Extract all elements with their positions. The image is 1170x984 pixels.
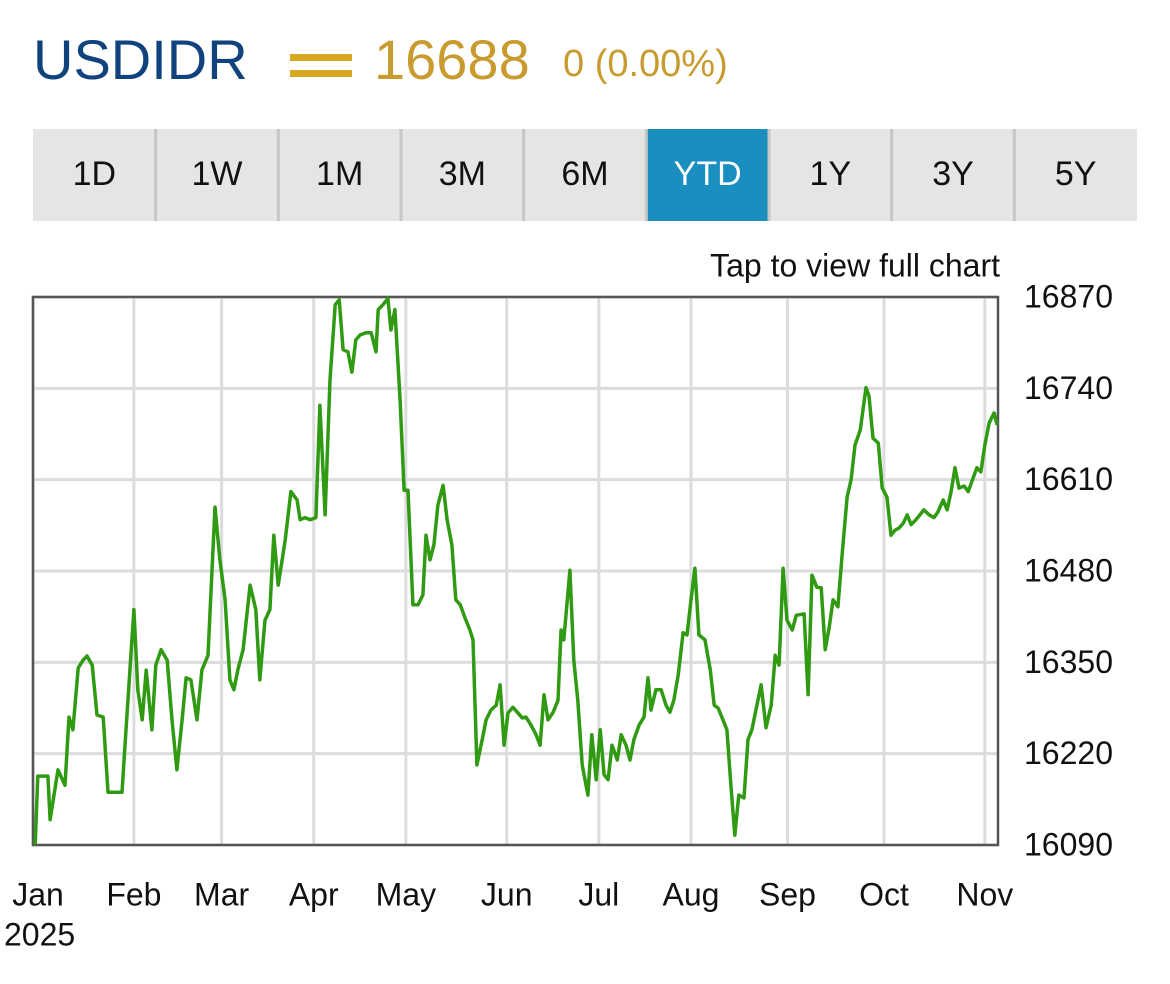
annotation[interactable]: Tap to view full chart xyxy=(710,247,1000,283)
tab[interactable] xyxy=(278,129,401,221)
x-tick-label: Oct xyxy=(859,876,909,912)
tab[interactable] xyxy=(1014,129,1137,221)
y-tick-label: 16350 xyxy=(1024,644,1113,680)
unchanged-icon xyxy=(290,70,352,77)
plot-frame xyxy=(31,295,1000,847)
tab-label[interactable]: YTD xyxy=(674,155,742,193)
tab-label[interactable]: 1D xyxy=(73,155,116,193)
x-tick-label: Mar xyxy=(194,876,249,912)
y-tick-label: 16480 xyxy=(1024,552,1113,588)
tab[interactable] xyxy=(523,129,647,221)
y-tick-label: 16870 xyxy=(1024,278,1113,314)
price: 16688 xyxy=(374,28,530,91)
tab[interactable] xyxy=(769,129,892,221)
tab[interactable] xyxy=(891,129,1015,221)
tab[interactable] xyxy=(401,129,524,221)
price-line xyxy=(33,296,999,846)
tab-label[interactable]: 3M xyxy=(439,155,486,193)
x-tick-label: May xyxy=(376,876,436,912)
x-year-label: 2025 xyxy=(4,916,75,952)
tab-label[interactable]: 1M xyxy=(316,155,363,193)
tab-label[interactable]: 6M xyxy=(561,155,608,193)
tab-label[interactable]: 5Y xyxy=(1055,155,1097,193)
tab-label[interactable]: 3Y xyxy=(932,155,974,193)
x-tick-label: Apr xyxy=(289,876,339,912)
x-tick-label: Aug xyxy=(662,876,719,912)
tab[interactable] xyxy=(33,129,156,221)
tab-label[interactable]: 1W xyxy=(192,155,243,193)
x-tick-label: Nov xyxy=(956,876,1013,912)
plot[interactable]: 16090 16220 16350 16480 16610 16740 16870 Jan Fe… xyxy=(4,278,1113,952)
x-tick-label: Feb xyxy=(106,876,161,912)
x-tick-label: Jul xyxy=(578,876,619,912)
range-tabs: 1D 1W 1M 3M 6M YTD 1Y 3Y 5Y xyxy=(33,129,1137,221)
y-tick-label: 16220 xyxy=(1024,735,1113,771)
x-tick-label: Jun xyxy=(481,876,533,912)
x-tick-label: Sep xyxy=(759,876,816,912)
unchanged-icon xyxy=(290,54,352,61)
tab[interactable] xyxy=(155,129,279,221)
y-tick-label: 16610 xyxy=(1024,461,1113,497)
symbol: USDIDR xyxy=(33,28,248,91)
y-tick-label: 16740 xyxy=(1024,370,1113,406)
x-tick-label: Jan xyxy=(12,876,64,912)
y-tick-label: 16090 xyxy=(1024,826,1113,862)
change: 0 (0.00%) xyxy=(563,43,728,85)
tab[interactable] xyxy=(646,129,769,221)
tab-label[interactable]: 1Y xyxy=(810,155,852,193)
